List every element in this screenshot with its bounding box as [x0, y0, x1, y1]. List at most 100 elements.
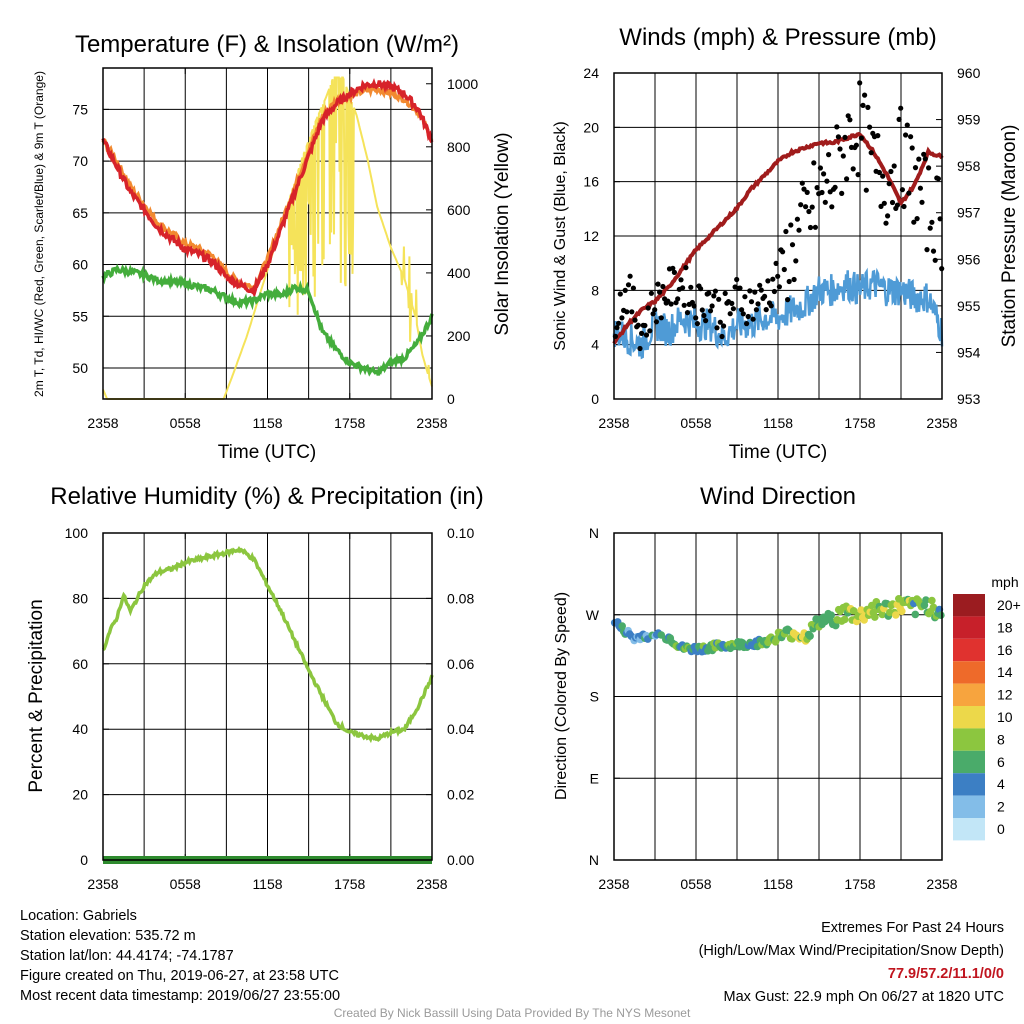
- temp-9m-line: [101, 81, 434, 293]
- gust-point: [639, 330, 645, 336]
- gust-point: [835, 134, 842, 140]
- gust-point: [804, 189, 810, 195]
- direction-point: [892, 611, 900, 619]
- legend-label: 14: [997, 664, 1013, 680]
- gust-point: [916, 156, 922, 162]
- direction-point: [806, 632, 814, 640]
- panel-4: 2358 0558 1158 1758 2358 N E S W N: [586, 525, 958, 892]
- legend-swatch: [953, 683, 985, 706]
- gust-point: [814, 185, 820, 191]
- legend-label: 20+: [997, 597, 1021, 613]
- x-tick-label: 2358: [598, 876, 629, 892]
- legend-swatch: [953, 616, 985, 639]
- gust-point: [917, 185, 924, 191]
- sonic-wind-line: [612, 267, 944, 360]
- gust-point: [630, 285, 637, 291]
- gust-point: [801, 186, 807, 192]
- gust-point: [834, 124, 840, 130]
- y2-tick-label: 0.04: [447, 721, 474, 737]
- gust-point: [670, 265, 676, 271]
- legend-label: 8: [997, 731, 1005, 747]
- y-axis-label-4: Direction (Colored By Speed): [553, 592, 570, 800]
- gust-point: [671, 269, 678, 275]
- gust-point: [650, 311, 656, 317]
- gust-point: [914, 216, 920, 222]
- x-tick-label: 0558: [680, 415, 711, 431]
- y2-tick-label: 957: [957, 205, 981, 221]
- x-tick-label: 2358: [598, 415, 629, 431]
- gust-point: [614, 325, 620, 331]
- direction-point: [849, 607, 858, 615]
- gust-point: [867, 124, 873, 130]
- y-tick-label: 24: [583, 65, 599, 81]
- gust-point: [930, 248, 937, 254]
- direction-point: [911, 610, 920, 619]
- gust-point: [862, 92, 868, 98]
- recent-data-text: Most recent data timestamp: 2019/06/27 2…: [20, 988, 341, 1004]
- gust-point: [806, 208, 812, 215]
- gust-point: [855, 172, 861, 178]
- gust-point: [911, 219, 917, 225]
- x-tick-label: 2358: [416, 415, 447, 431]
- gust-point: [803, 204, 809, 210]
- location-text: Location: Gabriels: [20, 908, 137, 924]
- gust-point: [927, 225, 933, 231]
- gust-point: [747, 288, 753, 294]
- gust-point: [883, 220, 889, 226]
- y-tick-label: 16: [583, 174, 599, 190]
- x-tick-label: 0558: [170, 415, 201, 431]
- gust-point: [653, 319, 660, 325]
- pressure-line: [612, 131, 944, 345]
- gust-point: [894, 202, 901, 208]
- y-tick-label: N: [589, 852, 599, 868]
- x-tick-label: 1158: [763, 876, 793, 892]
- x-tick-label: 2358: [416, 876, 447, 892]
- direction-point: [827, 611, 835, 619]
- panel-2: 2358 0558 1158 1758 2358 0 4 8 12 16 20 24 953 954 955…: [583, 65, 980, 431]
- gust-point: [619, 315, 625, 321]
- gust-point: [742, 294, 748, 300]
- gust-point: [809, 204, 815, 210]
- speed-legend: mph 20+ 18 16 14 12 10 8 6 4 2 0: [953, 574, 1021, 841]
- y2-axis-label-2: Station Pressure (Maroon): [999, 125, 1020, 348]
- gust-point: [775, 273, 781, 279]
- gust-point: [744, 321, 750, 327]
- gust-point: [847, 117, 853, 123]
- legend-label: 0: [997, 821, 1005, 837]
- rh-line: [101, 546, 434, 744]
- direction-point: [878, 610, 887, 619]
- gust-point: [675, 296, 681, 302]
- gust-point: [829, 204, 835, 210]
- gust-point: [627, 273, 633, 279]
- gust-point: [655, 281, 661, 287]
- y2-tick-label: 0.08: [447, 590, 474, 606]
- gust-point: [906, 190, 912, 196]
- gust-point: [739, 307, 745, 313]
- gust-point: [721, 323, 727, 329]
- gust-point: [863, 187, 869, 193]
- y2-axis-label-1: Solar Insolation (Yellow): [492, 132, 513, 335]
- legend-swatch: [953, 728, 985, 751]
- gust-point: [922, 156, 928, 162]
- gust-point: [709, 303, 715, 309]
- gust-point: [881, 200, 887, 206]
- gust-point: [773, 260, 779, 266]
- gust-point: [878, 203, 884, 209]
- legend-swatch: [953, 706, 985, 729]
- gust-point: [717, 319, 723, 325]
- y2-tick-label: 958: [957, 158, 981, 174]
- direction-point: [840, 615, 849, 624]
- y2-tick-label: 953: [957, 391, 981, 407]
- temp-2m-line: [101, 77, 434, 299]
- direction-point: [929, 603, 938, 612]
- y-tick-label: 4: [591, 337, 599, 353]
- gust-point: [698, 286, 704, 292]
- y-tick-label: 0: [80, 852, 88, 868]
- gust-point: [701, 312, 707, 319]
- direction-point: [860, 616, 868, 624]
- gust-point: [652, 307, 658, 313]
- latlon-text: Station lat/lon: 44.4174; -74.1787: [20, 948, 234, 964]
- gust-point: [712, 288, 719, 294]
- direction-point: [898, 607, 906, 616]
